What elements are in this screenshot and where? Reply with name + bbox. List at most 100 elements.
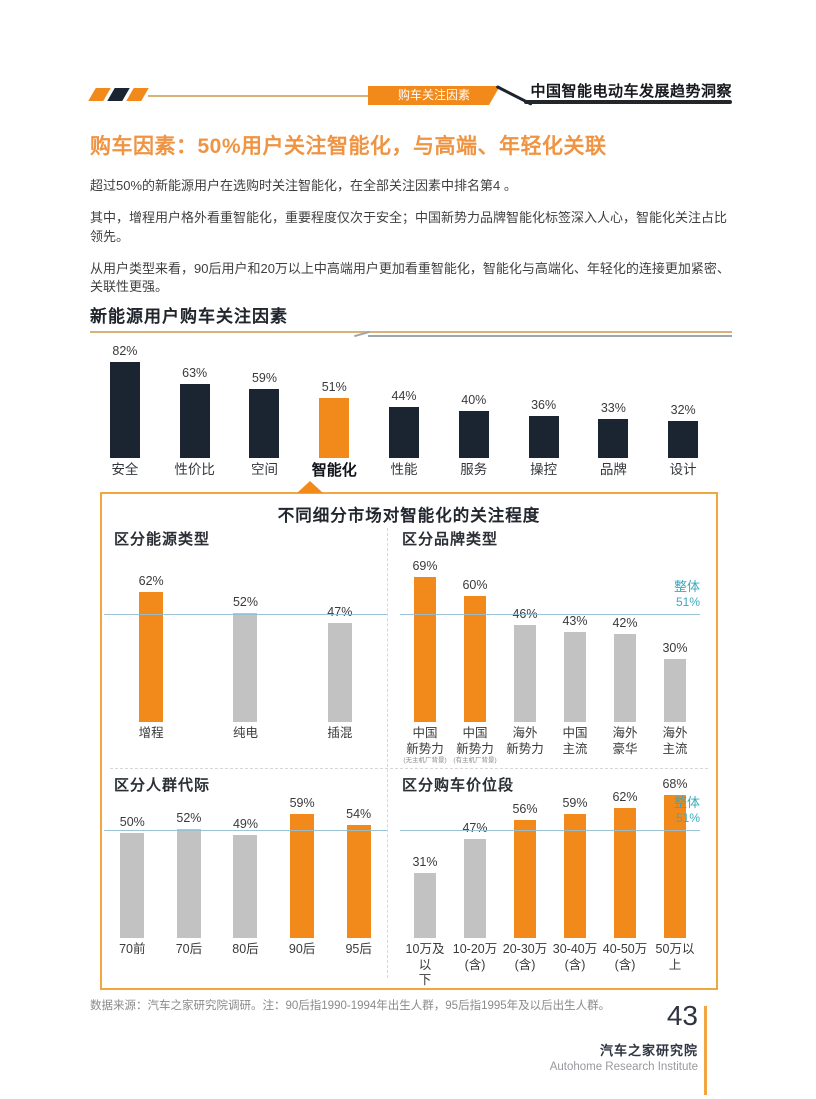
bar-value-label: 62%: [138, 574, 164, 588]
bar-value-label: 59%: [289, 796, 315, 810]
bar: [528, 416, 559, 458]
bar-value-label: 52%: [176, 811, 202, 825]
bar-category-label: 纯电: [232, 726, 258, 740]
bar: [464, 839, 486, 938]
bar-value-label: 52%: [232, 595, 258, 609]
brand-type-chart: 整体 51% 69% 60% 46% 43% 42% 30%: [400, 552, 700, 722]
bar: [564, 814, 586, 938]
bar-value-label: 47%: [327, 605, 353, 619]
main-bar-chart: 82% 63% 59% 51% 44% 40% 36% 33% 32%: [90, 340, 718, 458]
bar: [458, 411, 489, 458]
bar-value-label: 40%: [461, 393, 487, 407]
overall-label: 整体: [673, 578, 700, 594]
bar-category-label: 品牌: [599, 462, 627, 477]
bar: [514, 820, 536, 938]
price-range-chart-labels: 10万及以 下 10-20万 (含) 20-30万 (含) 30-40万 (含) 40-…: [400, 942, 700, 989]
bar-category-label: 海外 新势力: [506, 726, 544, 756]
bar: [290, 814, 315, 938]
bar-column-factors-6: 36%: [509, 398, 579, 458]
bar-category-label: 20-30万 (含): [502, 942, 548, 972]
bar-column-brand-type-3: 43%: [550, 614, 600, 722]
bar-column-brand-type-5: 30%: [650, 641, 700, 722]
bar: [120, 833, 145, 938]
overall-reference-line: [400, 830, 700, 831]
bar-category-label: 中国 主流: [562, 726, 588, 756]
bar-value-label: 51%: [321, 380, 347, 394]
bar-column-brand-type-0: 69%: [400, 559, 450, 722]
bar-value-label: 56%: [512, 802, 538, 816]
bar: [514, 625, 536, 722]
bar-value-label: 62%: [612, 790, 638, 804]
panel-vertical-divider: [387, 528, 388, 978]
generation-chart: 50% 52% 49% 59% 54%: [104, 768, 387, 938]
bar-category-label: 安全: [111, 462, 139, 477]
bar-column-brand-type-1: 60%: [450, 578, 500, 722]
report-title-underline: [524, 100, 732, 104]
bar: [564, 632, 586, 722]
bar: [389, 407, 420, 458]
quadrant-title-generation: 区分人群代际: [114, 777, 211, 794]
bar-value-label: 30%: [662, 641, 688, 655]
bar-category-label: 10-20万 (含): [452, 942, 498, 972]
bar: [179, 384, 210, 458]
organization-name-cn: 汽车之家研究院: [599, 1043, 698, 1058]
overall-reference-label: 整体 51%: [674, 795, 700, 826]
bar-column-generation-0: 50%: [104, 815, 161, 938]
bar-column-energy-type-0: 62%: [104, 574, 198, 722]
overall-value: 51%: [675, 595, 700, 609]
bar-value-label: 32%: [670, 403, 696, 417]
overall-reference-line: [104, 830, 387, 831]
bar: [414, 577, 436, 722]
main-bar-chart-labels: 安全 性价比 空间 智能化 性能 服务 操控 品牌 设计: [90, 462, 718, 481]
bar-category-label: 95后: [345, 942, 372, 956]
bar-column-generation-4: 54%: [330, 807, 387, 938]
energy-type-chart-labels: 增程 纯电 插混: [104, 726, 387, 742]
bar-category-label: 海外 主流: [662, 726, 688, 756]
segment-panel: 不同细分市场对智能化的关注程度 区分能源类型 62% 52% 47% 增程 纯电 插混 …: [100, 481, 718, 990]
bar: [668, 421, 699, 458]
bar: [109, 362, 140, 458]
bar-category-label: 40-50万 (含): [602, 942, 648, 972]
bar-value-label: 44%: [391, 389, 417, 403]
bar: [249, 389, 280, 458]
bar-value-label: 68%: [662, 777, 688, 791]
bar-column-energy-type-2: 47%: [293, 605, 387, 722]
bar-category-label: 操控: [530, 462, 558, 477]
bar-column-generation-3: 59%: [274, 796, 331, 938]
bar-category-label: 插混: [327, 726, 353, 740]
bar-value-label: 47%: [462, 821, 488, 835]
bar: [614, 634, 636, 722]
quadrant-title-brand: 区分品牌类型: [402, 531, 499, 548]
bar-category-label: 30-40万 (含): [552, 942, 598, 972]
body-text: 超过50%的新能源用户在选购时关注智能化，在全部关注因素中排名第4 。 其中，增…: [90, 177, 738, 310]
bar-value-label: 82%: [112, 344, 138, 358]
bar-column-factors-1: 63%: [160, 366, 230, 458]
bar-value-label: 60%: [462, 578, 488, 592]
generation-chart-labels: 70前 70后 80后 90后 95后: [104, 942, 387, 958]
bar-column-factors-3: 51%: [299, 380, 369, 458]
bar-value-label: 49%: [232, 817, 258, 831]
bar-category-label: 80后: [232, 942, 259, 956]
quadrant-title-price: 区分购车价位段: [402, 777, 515, 794]
bar-column-price-range-4: 62%: [600, 790, 650, 938]
callout-pointer-icon: [297, 481, 323, 493]
bar-column-brand-type-2: 46%: [500, 607, 550, 722]
bar-column-energy-type-1: 52%: [198, 595, 292, 722]
bar-category-label: 中国 新势力 (无主机厂背景): [400, 726, 450, 764]
bar-column-price-range-2: 56%: [500, 802, 550, 938]
bar-category-label: 服务: [460, 462, 488, 477]
page-headline: 购车因素：50%用户关注智能化，与高端、年轻化关联: [90, 135, 607, 158]
bar: [414, 873, 436, 938]
panel-horizontal-divider: [110, 768, 708, 769]
bar-value-label: 63%: [182, 366, 208, 380]
price-range-chart: 整体 51% 31% 47% 56% 59% 62% 68%: [400, 768, 700, 938]
bar: [233, 835, 258, 938]
bar-value-label: 54%: [346, 807, 372, 821]
organization-block: 汽车之家研究院 Autohome Research Institute: [400, 1040, 698, 1073]
overall-label: 整体: [673, 794, 700, 810]
bar-category-label: 智能化: [311, 462, 357, 479]
chart-section-title: 新能源用户购车关注因素: [90, 307, 288, 326]
bar-category-label: 70后: [175, 942, 203, 956]
bar: [346, 825, 371, 938]
bar-category-label: 性能: [390, 462, 418, 477]
